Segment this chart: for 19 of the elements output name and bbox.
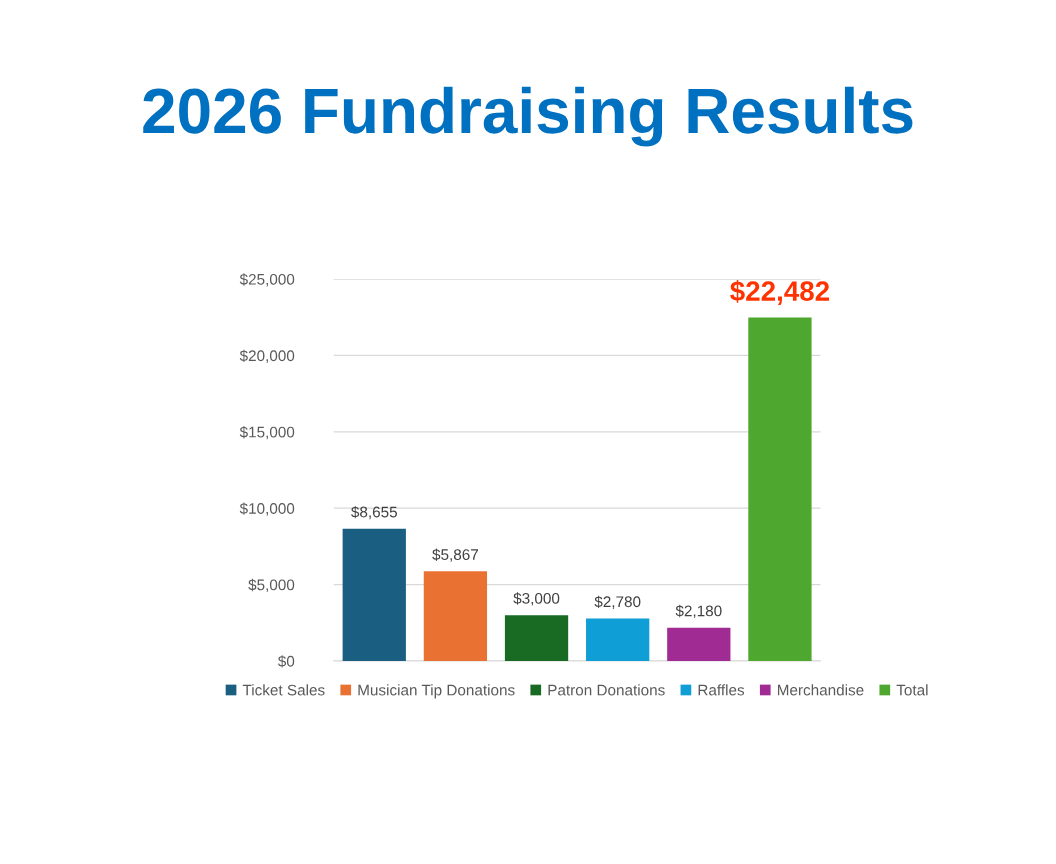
data-label: $8,655	[351, 505, 397, 520]
legend-label: Ticket Sales	[242, 684, 325, 696]
y-tick-label: $10,000	[239, 502, 295, 516]
data-label: $22,482	[730, 280, 830, 305]
legend-label: Musician Tip Donations	[358, 684, 515, 699]
y-tick-label: $0	[277, 655, 295, 668]
data-label: $5,867	[432, 548, 478, 562]
legend-label: Total	[896, 684, 928, 696]
legend-label: Raffles	[698, 684, 745, 696]
y-tick-label: $5,000	[248, 578, 295, 593]
chart-title: 2026 Fundraising Results	[143, 86, 913, 147]
y-tick-label: $25,000	[239, 273, 295, 287]
legend-label: Merchandise	[777, 684, 864, 696]
y-tick-label: $20,000	[239, 349, 295, 363]
data-label: $2,180	[675, 604, 722, 619]
data-label: $2,780	[594, 595, 641, 609]
y-tick-label: $15,000	[239, 426, 295, 440]
legend-label: Patron Donations	[548, 684, 665, 696]
data-label: $3,000	[513, 592, 560, 606]
